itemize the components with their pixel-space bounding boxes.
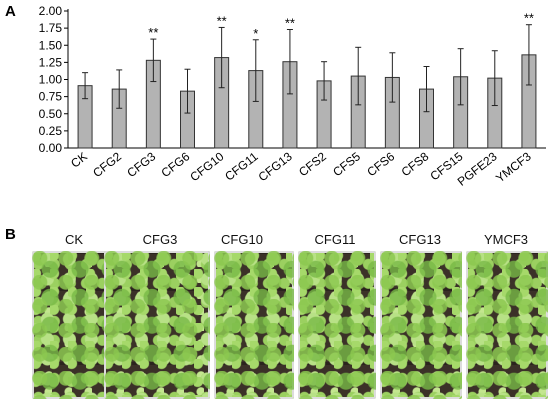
x-tick-label: CFG3 [124, 149, 158, 180]
y-tick-label: 2.00 [39, 4, 63, 18]
photo-cfg11 [298, 251, 376, 399]
y-tick-label: 1.75 [39, 21, 63, 35]
photo-cfg10 [214, 251, 294, 399]
significance-marker: * [253, 26, 258, 41]
photo-cfg13 [380, 251, 462, 399]
x-tick-label: YMCF3 [493, 149, 534, 185]
significance-marker: ** [285, 15, 295, 30]
y-tick-label: 0.75 [39, 90, 63, 104]
x-tick-label: PGFE23 [455, 149, 500, 189]
significance-marker: ** [148, 25, 158, 40]
x-tick-label: CFG11 [222, 149, 261, 183]
x-tick-label: CK [68, 149, 90, 170]
y-tick-label: 0.25 [39, 124, 63, 138]
x-tick-label: CFS5 [330, 149, 363, 179]
photo-ymcf3 [466, 251, 548, 399]
x-tick-label: CFG10 [187, 149, 226, 184]
x-tick-label: CFS6 [364, 149, 397, 179]
x-tick-label: CFG2 [90, 149, 124, 180]
photo-label-cfg13: CFG13 [399, 232, 441, 247]
panel-a-letter: A [5, 3, 16, 20]
y-tick-label: 0.50 [39, 107, 63, 121]
photo-label-ymcf3: YMCF3 [483, 232, 529, 247]
x-tick-label: CFS2 [296, 149, 329, 179]
panel-b-letter: B [5, 226, 16, 243]
photo-label-ck: CK [64, 232, 84, 247]
y-tick-label: 0.00 [39, 141, 63, 155]
chart-marks: ******* ** [77, 11, 537, 149]
photo-label-cfg11: CFG11 [314, 232, 356, 247]
x-tick-label: CFS8 [399, 149, 432, 179]
x-tick-label: CFG6 [158, 149, 192, 180]
y-tick-label: 1.50 [39, 38, 63, 52]
significance-marker: ** [217, 13, 227, 28]
photo-cfg3 [104, 251, 210, 399]
y-tick-label: 1.00 [39, 73, 63, 87]
y-tick-label: 1.25 [39, 55, 63, 69]
photo-label-cfg10: CFG10 [221, 232, 263, 247]
photo-label-cfg3: CFG3 [142, 232, 178, 247]
significance-marker: ** [524, 11, 534, 26]
x-tick-label: CFG13 [256, 149, 295, 184]
